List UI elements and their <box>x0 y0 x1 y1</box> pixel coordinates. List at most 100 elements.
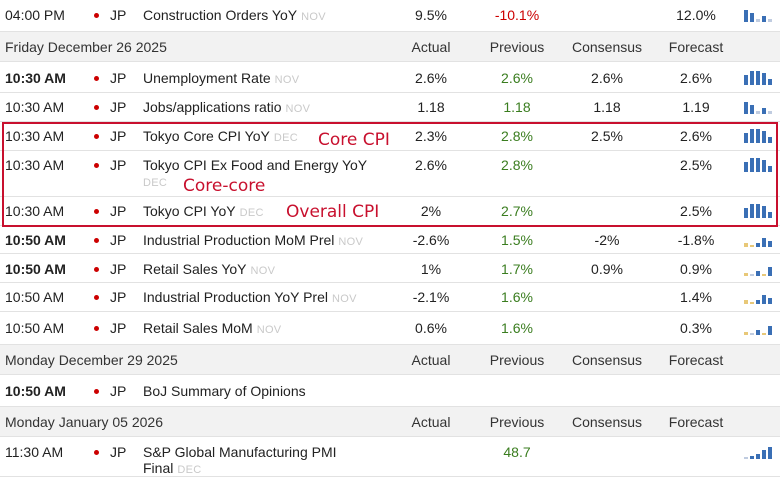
country-code: JP <box>110 99 127 115</box>
sparkline-bar <box>750 333 754 335</box>
column-header-previous[interactable]: Previous <box>489 352 545 368</box>
event-row[interactable]: 10:30 AM JP Unemployment Rate NOV 2.6% 2.6% 2.… <box>0 62 780 93</box>
sparkline-bar <box>762 16 766 22</box>
annotation-core-core: Core-core <box>183 176 266 196</box>
history-sparkline-icon[interactable] <box>744 290 776 304</box>
event-name-link[interactable]: Jobs/applications ratio NOV <box>143 99 310 115</box>
japan-flag-icon <box>91 131 102 142</box>
event-row[interactable]: 10:50 AM JP Retail Sales MoM NOV 0.6% 1.6% 0.3… <box>0 312 780 345</box>
forecast-value: 12.0% <box>676 7 716 23</box>
event-row[interactable]: 04:00 PM JP Construction Orders YoY NOV 9.5%… <box>0 0 780 32</box>
event-row[interactable]: 10:50 AM JP Industrial Production MoM Prel… <box>0 226 780 254</box>
sparkline-bar <box>768 326 772 335</box>
sparkline-bar <box>744 273 748 276</box>
sparkline-bar <box>750 204 754 218</box>
sparkline-bar <box>768 166 772 172</box>
previous-value: 1.7% <box>501 261 533 277</box>
sparkline-bar <box>750 129 754 143</box>
previous-value: 1.6% <box>501 320 533 336</box>
consensus-value: 1.18 <box>593 99 621 115</box>
sparkline-bar <box>768 79 772 85</box>
column-header-forecast[interactable]: Forecast <box>668 39 724 55</box>
column-header-previous[interactable]: Previous <box>489 39 545 55</box>
column-header-actual[interactable]: Actual <box>411 414 451 430</box>
reference-period: NOV <box>338 236 364 248</box>
column-header-forecast[interactable]: Forecast <box>668 414 724 430</box>
event-row[interactable]: 10:50 AM JP BoJ Summary of Opinions <box>0 375 780 407</box>
event-name: Construction Orders YoY <box>143 7 298 23</box>
history-sparkline-icon[interactable] <box>744 233 776 247</box>
event-name-link[interactable]: Industrial Production MoM Prel NOV <box>143 232 363 248</box>
sparkline-bar <box>768 298 772 304</box>
country-code: JP <box>110 70 127 86</box>
sparkline-bar <box>756 19 760 22</box>
event-name-link[interactable]: Tokyo CPI Ex Food and Energy YoY DEC <box>143 157 367 189</box>
actual-value: -2.1% <box>412 289 450 305</box>
event-name-link[interactable]: Tokyo CPI YoY DEC <box>143 203 264 219</box>
japan-flag-icon <box>91 73 102 84</box>
column-header-consensus[interactable]: Consensus <box>571 39 643 55</box>
event-name-link[interactable]: Tokyo Core CPI YoY DEC <box>143 128 298 144</box>
sparkline-bar <box>762 238 766 247</box>
event-row[interactable]: 10:50 AM JP Industrial Production YoY Prel… <box>0 283 780 312</box>
sparkline-bar <box>744 162 748 172</box>
event-row[interactable]: 10:30 AM JP Jobs/applications ratio NOV 1.18… <box>0 93 780 122</box>
sparkline-bar <box>744 10 748 22</box>
history-sparkline-icon[interactable] <box>744 158 776 172</box>
previous-value: 2.7% <box>501 203 533 219</box>
event-name-link[interactable]: Retail Sales YoY NOV <box>143 261 275 277</box>
event-name-link[interactable]: Construction Orders YoY NOV <box>143 7 326 23</box>
event-row[interactable]: 11:30 AM JP S&P Global Manufacturing PMI Fi… <box>0 437 780 477</box>
japan-flag-icon <box>91 10 102 21</box>
japan-flag-icon <box>91 323 102 334</box>
column-header-previous[interactable]: Previous <box>489 414 545 430</box>
history-sparkline-icon[interactable] <box>744 204 776 218</box>
sparkline-bar <box>750 158 754 172</box>
history-sparkline-icon[interactable] <box>744 445 776 459</box>
japan-flag-icon <box>91 292 102 303</box>
event-row[interactable]: 10:30 AM JP Tokyo CPI Ex Food and Energy Y… <box>0 151 780 197</box>
sparkline-bar <box>744 208 748 218</box>
history-sparkline-icon[interactable] <box>744 129 776 143</box>
reference-period: NOV <box>256 324 282 336</box>
history-sparkline-icon[interactable] <box>744 71 776 85</box>
event-name-link[interactable]: BoJ Summary of Opinions <box>143 383 306 399</box>
event-name-link[interactable]: Unemployment Rate NOV <box>143 70 299 86</box>
event-row[interactable]: 10:30 AM JP Tokyo Core CPI YoY DEC 2.3% 2.8% 2… <box>0 122 780 151</box>
previous-value: 48.7 <box>503 444 531 460</box>
sparkline-bar <box>744 457 748 459</box>
sparkline-bar <box>762 206 766 218</box>
event-time: 04:00 PM <box>5 7 65 23</box>
column-header-actual[interactable]: Actual <box>411 39 451 55</box>
previous-value: 2.8% <box>501 128 533 144</box>
sparkline-bar <box>756 111 760 114</box>
event-name-link[interactable]: Industrial Production YoY Prel NOV <box>143 289 357 305</box>
sparkline-bar <box>768 137 772 143</box>
previous-value: 1.6% <box>501 289 533 305</box>
column-header-consensus[interactable]: Consensus <box>571 414 643 430</box>
actual-value: 1% <box>420 261 442 277</box>
reference-period: NOV <box>301 11 326 23</box>
sparkline-bar <box>768 19 772 22</box>
actual-value: 0.6% <box>415 320 447 336</box>
sparkline-bar <box>744 332 748 335</box>
event-row[interactable]: 10:30 AM JP Tokyo CPI YoY DEC 2% 2.7% 2.5% <box>0 197 780 226</box>
column-header-forecast[interactable]: Forecast <box>668 352 724 368</box>
country-code: JP <box>110 289 127 305</box>
actual-value: -2.6% <box>412 232 450 248</box>
consensus-value: 0.9% <box>591 261 623 277</box>
history-sparkline-icon[interactable] <box>744 262 776 276</box>
event-name-link[interactable]: Retail Sales MoM NOV <box>143 320 281 336</box>
history-sparkline-icon[interactable] <box>744 100 776 114</box>
event-name-link[interactable]: S&P Global Manufacturing PMI Final DEC <box>143 444 337 476</box>
sparkline-bar <box>750 274 754 276</box>
event-row[interactable]: 10:50 AM JP Retail Sales YoY NOV 1% 1.7% 0.9% 0… <box>0 254 780 283</box>
column-header-consensus[interactable]: Consensus <box>571 352 643 368</box>
event-name-line2: Final <box>143 460 174 476</box>
japan-flag-icon <box>91 160 102 171</box>
history-sparkline-icon[interactable] <box>744 321 776 335</box>
history-sparkline-icon[interactable] <box>744 8 776 22</box>
reference-period: DEC <box>177 464 202 476</box>
event-name: Tokyo CPI YoY <box>143 203 236 219</box>
column-header-actual[interactable]: Actual <box>411 352 451 368</box>
